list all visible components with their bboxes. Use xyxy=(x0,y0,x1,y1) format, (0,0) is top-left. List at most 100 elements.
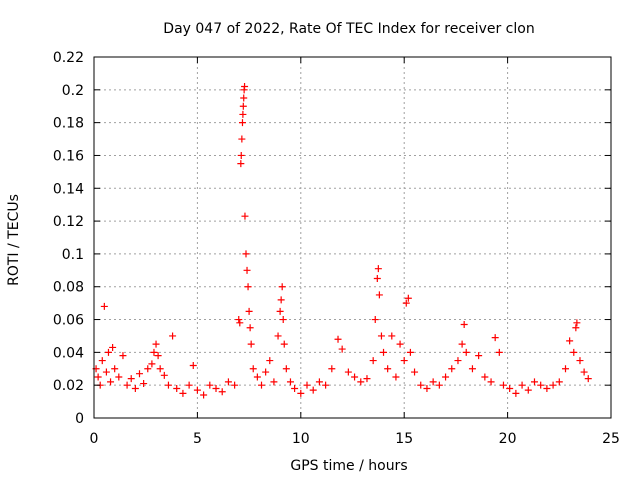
data-point xyxy=(297,389,305,397)
y-tick-label: 0 xyxy=(75,411,84,427)
data-point xyxy=(282,365,290,373)
x-tick-label: 20 xyxy=(499,431,517,447)
data-point xyxy=(375,291,383,299)
data-point xyxy=(111,365,119,373)
data-point xyxy=(435,381,443,389)
data-point xyxy=(495,348,503,356)
data-point xyxy=(231,381,239,389)
chart-title: Day 047 of 2022, Rate Of TEC Index for r… xyxy=(163,21,534,37)
data-point xyxy=(491,334,499,342)
data-point xyxy=(164,381,172,389)
data-point xyxy=(185,381,193,389)
data-point xyxy=(173,384,181,392)
data-point xyxy=(237,160,245,168)
data-point xyxy=(423,384,431,392)
data-point xyxy=(315,378,323,386)
data-point xyxy=(344,368,352,376)
data-point xyxy=(322,381,330,389)
data-point xyxy=(334,335,342,343)
data-point xyxy=(276,307,284,315)
data-point xyxy=(94,373,102,381)
data-point xyxy=(570,348,578,356)
data-point xyxy=(253,373,261,381)
data-point xyxy=(245,307,253,315)
data-point xyxy=(357,378,365,386)
data-point xyxy=(218,388,226,396)
data-point xyxy=(266,357,274,365)
data-point xyxy=(241,83,249,91)
data-point xyxy=(279,316,287,324)
data-point xyxy=(280,340,288,348)
data-point xyxy=(460,320,468,328)
data-point xyxy=(102,368,110,376)
data-point xyxy=(392,373,400,381)
data-point xyxy=(270,378,278,386)
data-point xyxy=(238,135,246,143)
data-point xyxy=(572,324,580,332)
data-point xyxy=(562,365,570,373)
data-point xyxy=(462,348,470,356)
y-tick-label: 0.08 xyxy=(53,280,84,296)
data-point xyxy=(235,316,243,324)
data-point xyxy=(374,265,382,273)
data-point xyxy=(499,381,507,389)
data-point xyxy=(576,357,584,365)
data-point xyxy=(123,381,131,389)
data-point xyxy=(566,337,574,345)
data-point xyxy=(160,371,168,379)
y-tick-label: 0.14 xyxy=(53,181,84,197)
data-point xyxy=(119,352,127,360)
data-point xyxy=(156,365,164,373)
data-point xyxy=(400,357,408,365)
data-point xyxy=(239,102,247,110)
y-tick-label: 0.06 xyxy=(53,313,84,329)
data-point xyxy=(448,365,456,373)
data-point xyxy=(429,378,437,386)
data-point xyxy=(193,386,201,394)
data-point xyxy=(388,332,396,340)
data-point xyxy=(242,250,250,258)
data-point xyxy=(530,378,538,386)
data-point xyxy=(286,378,294,386)
data-point xyxy=(481,373,489,381)
data-point xyxy=(371,316,379,324)
data-point xyxy=(506,384,514,392)
data-point xyxy=(351,373,359,381)
data-point xyxy=(239,110,247,118)
x-tick-label: 5 xyxy=(193,431,202,447)
data-point xyxy=(277,296,285,304)
data-point xyxy=(246,324,254,332)
data-point xyxy=(200,391,208,399)
data-point xyxy=(487,378,495,386)
y-tick-label: 0.04 xyxy=(53,345,84,361)
data-point xyxy=(241,212,249,220)
data-point xyxy=(249,365,257,373)
data-point xyxy=(262,368,270,376)
data-point xyxy=(131,384,139,392)
data-point xyxy=(127,375,135,383)
ticks-layer: 0 0.02 0.04 0.06 0.08 0.1 0.12 0.14 0.16 0.18 0.2 0… xyxy=(53,50,620,447)
data-point xyxy=(380,348,388,356)
data-point xyxy=(169,332,177,340)
data-point xyxy=(240,94,248,102)
data-point xyxy=(543,384,551,392)
data-point xyxy=(98,357,106,365)
data-point xyxy=(512,389,520,397)
data-point xyxy=(309,386,317,394)
data-point xyxy=(206,381,214,389)
data-point xyxy=(458,340,466,348)
data-point xyxy=(369,357,377,365)
x-tick-label: 0 xyxy=(90,431,99,447)
data-point xyxy=(144,365,152,373)
data-point xyxy=(404,294,412,302)
data-point xyxy=(274,332,282,340)
data-point xyxy=(212,384,220,392)
data-point xyxy=(384,365,392,373)
x-tick-label: 25 xyxy=(602,431,620,447)
data-point xyxy=(411,368,419,376)
points-layer xyxy=(92,83,592,399)
data-point xyxy=(238,119,246,127)
data-point xyxy=(247,340,255,348)
